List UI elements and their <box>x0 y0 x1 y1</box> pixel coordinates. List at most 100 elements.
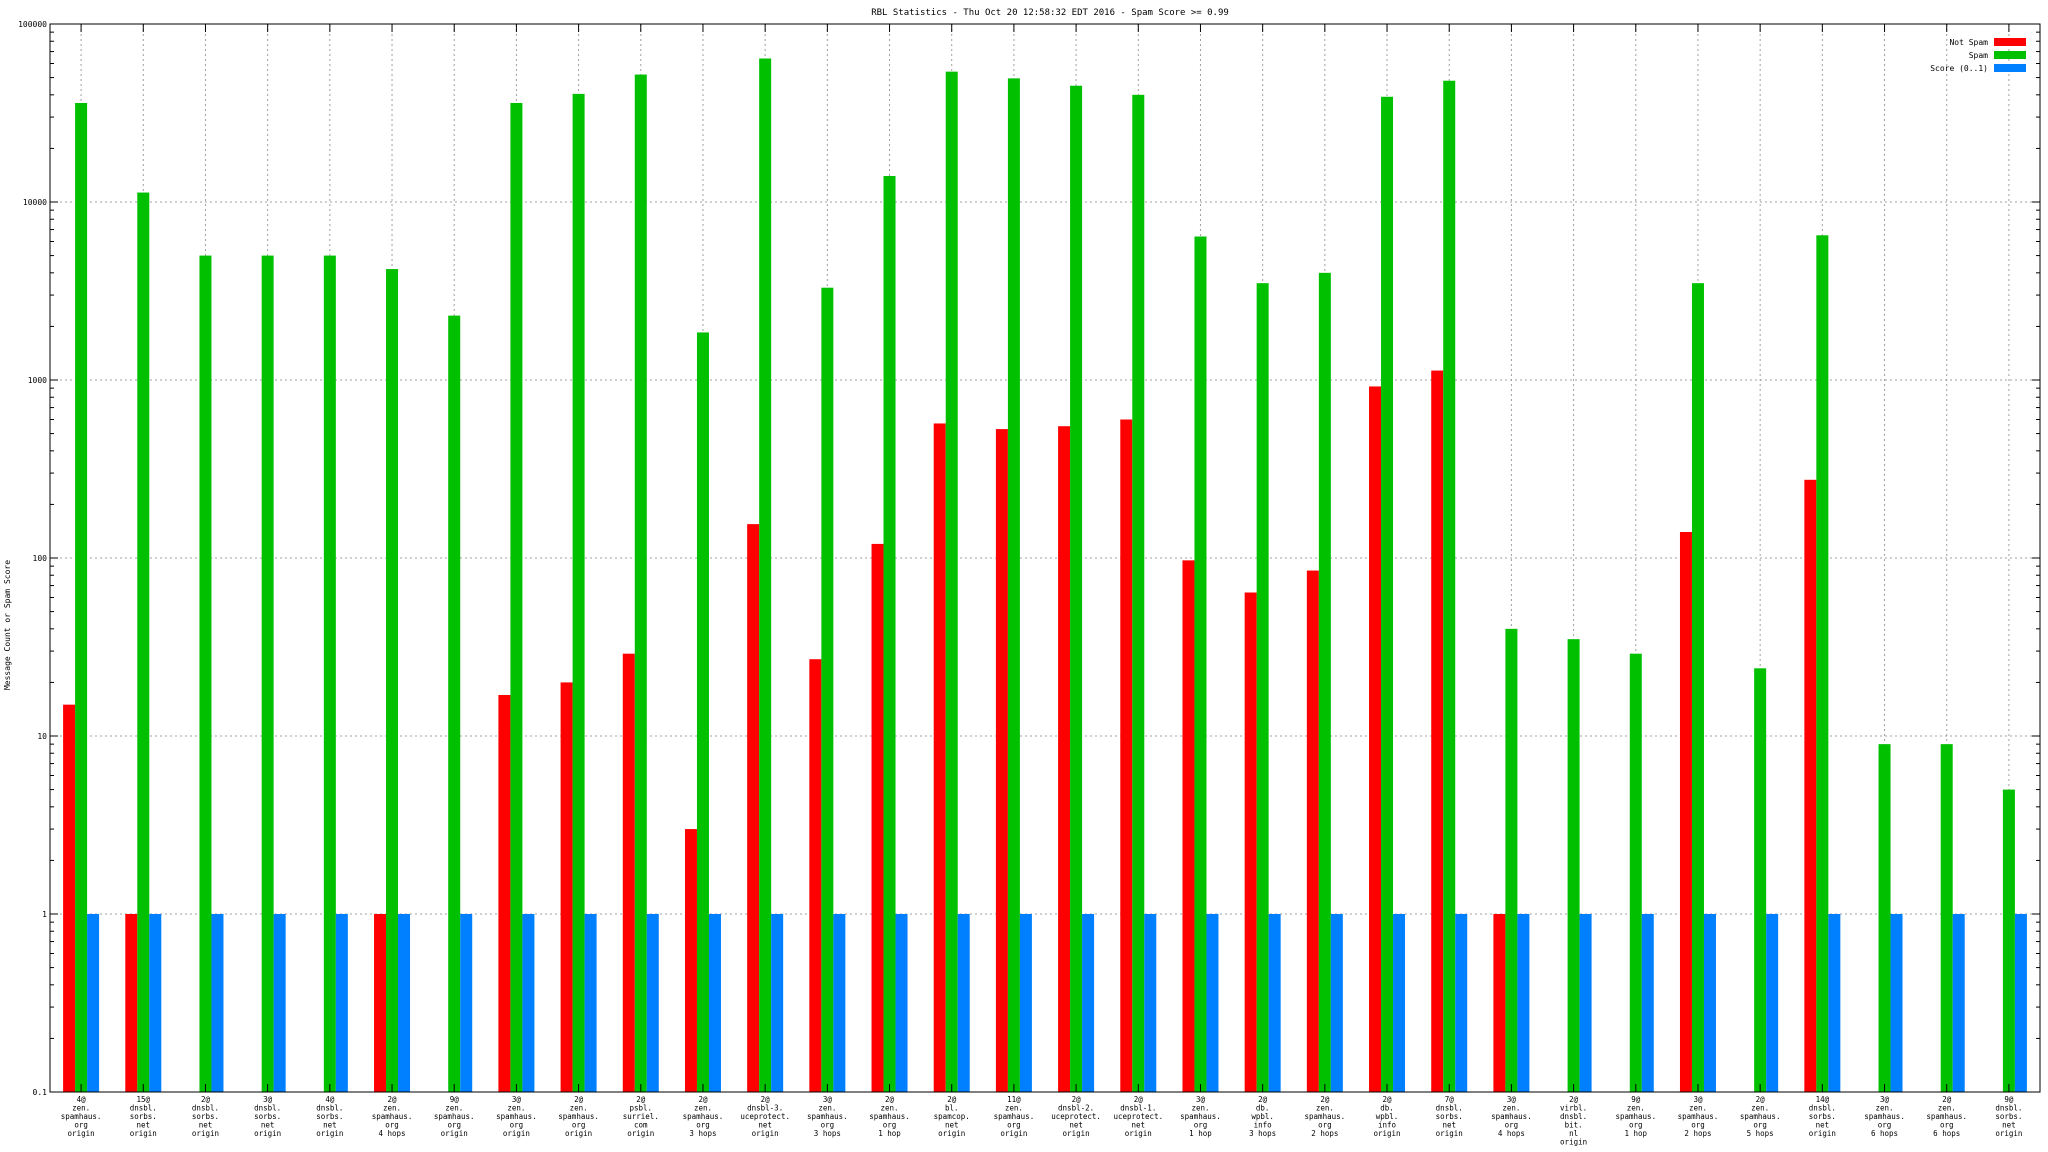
bar-score-0-1 <box>1144 914 1157 1092</box>
bar-score-0-1 <box>1766 914 1779 1092</box>
axis-layer: 100000 10000 1000 100 10 1 0.1 4@ zen. spamhaus. o… <box>18 20 2041 1147</box>
bar-spam <box>323 255 336 1092</box>
y-tick-label: 100 <box>33 554 48 563</box>
bar-not-spam <box>1306 570 1319 1092</box>
bar-score-0-1 <box>1579 914 1592 1092</box>
bar-not-spam <box>1244 592 1257 1092</box>
bar-not-spam <box>933 423 946 1092</box>
x-tick-label: 2@ psbl. surriel. com origin <box>623 1095 659 1138</box>
bar-spam <box>572 93 585 1093</box>
bar-score-0-1 <box>708 914 721 1092</box>
bar-score-0-1 <box>1268 914 1281 1092</box>
bar-not-spam <box>1182 560 1195 1092</box>
y-tick-label: 1000 <box>28 376 47 385</box>
bar-score-0-1 <box>1641 914 1654 1092</box>
bar-score-0-1 <box>1393 914 1406 1092</box>
bar-score-0-1 <box>273 914 286 1092</box>
bar-not-spam <box>1679 531 1692 1092</box>
bar-spam <box>1070 85 1083 1093</box>
legend-label: Spam <box>1969 51 1988 60</box>
bar-score-0-1 <box>149 914 162 1092</box>
bar-spam <box>1132 94 1145 1093</box>
x-tick-label: 2@ dnsbl-3. uceprotect. net origin <box>740 1095 790 1138</box>
bar-score-0-1 <box>1019 914 1032 1092</box>
bar-spam <box>1381 96 1394 1092</box>
bar-spam <box>759 58 772 1092</box>
bar-spam <box>1754 668 1767 1092</box>
bar-score-0-1 <box>1828 914 1841 1092</box>
x-tick-label: 9@ dnsbl. sorbs. net origin <box>1995 1095 2022 1138</box>
bar-score-0-1 <box>1082 914 1095 1092</box>
chart-title: RBL Statistics - Thu Oct 20 12:58:32 EDT… <box>871 8 1229 18</box>
x-tick-label: 15@ dnsbl. sorbs. net origin <box>130 1095 157 1138</box>
x-tick-label: 3@ zen. spamhaus. org 6 hops <box>1864 1095 1905 1138</box>
x-tick-label: 2@ zen. spamhaus. org 6 hops <box>1926 1095 1967 1138</box>
x-tick-label: 2@ virbl. dnsbl. bit. nl origin <box>1560 1095 1587 1147</box>
x-tick-label: 2@ zen. spamhaus. org 1 hop <box>869 1095 910 1138</box>
bar-not-spam <box>747 524 760 1092</box>
bar-score-0-1 <box>211 914 224 1092</box>
legend-label: Score (0..1) <box>1930 64 1988 73</box>
x-tick-label: 3@ zen. spamhaus. org 4 hops <box>1491 1095 1532 1138</box>
bar-not-spam <box>63 704 76 1092</box>
legend-swatch <box>1994 64 2026 72</box>
x-tick-label: 2@ db. wpbl. info 3 hops <box>1249 1095 1276 1138</box>
x-tick-label: 2@ zen. spamhaus. org 5 hops <box>1740 1095 1781 1138</box>
bar-not-spam <box>1431 370 1444 1093</box>
bar-score-0-1 <box>771 914 784 1092</box>
bar-spam <box>137 192 150 1093</box>
bar-score-0-1 <box>1703 914 1716 1092</box>
bar-not-spam <box>1058 426 1071 1092</box>
bar-spam <box>2002 789 2015 1092</box>
y-tick-label: 10000 <box>23 198 47 207</box>
x-tick-label: 11@ zen. spamhaus. org origin <box>994 1095 1035 1138</box>
plot-border <box>49 23 2041 1093</box>
bar-score-0-1 <box>895 914 908 1092</box>
x-tick-label: 14@ dnsbl. sorbs. net origin <box>1809 1095 1836 1138</box>
x-tick-label: 3@ zen. spamhaus. org origin <box>496 1095 537 1138</box>
bar-score-0-1 <box>522 914 535 1092</box>
y-axis-label: Message Count or Spam Score <box>3 560 12 690</box>
bar-spam <box>1629 653 1642 1092</box>
bar-spam <box>261 255 274 1092</box>
bar-spam <box>1443 80 1456 1092</box>
x-tick-label: 3@ zen. spamhaus. org 2 hops <box>1678 1095 1719 1138</box>
bar-spam <box>821 287 834 1092</box>
bar-spam <box>696 332 709 1092</box>
bar-not-spam <box>1804 479 1817 1092</box>
bar-not-spam <box>809 659 822 1092</box>
y-tick-label: 0.1 <box>33 1088 48 1097</box>
legend-label: Not Spam <box>1949 38 1988 47</box>
bar-spam <box>883 175 896 1093</box>
bar-spam <box>448 315 461 1093</box>
bar-spam <box>1940 744 1953 1092</box>
x-tick-label: 2@ zen. spamhaus. org 3 hops <box>683 1095 724 1138</box>
y-tick-label: 100000 <box>18 20 47 29</box>
bar-not-spam <box>1369 386 1382 1092</box>
bar-score-0-1 <box>398 914 411 1092</box>
bar-score-0-1 <box>1517 914 1530 1092</box>
x-tick-label: 3@ dnsbl. sorbs. net origin <box>254 1095 281 1138</box>
bar-not-spam <box>374 914 387 1092</box>
bar-score-0-1 <box>1455 914 1468 1092</box>
bar-spam <box>1505 628 1518 1092</box>
x-tick-label: 2@ dnsbl-1. uceprotect. net origin <box>1113 1095 1163 1138</box>
x-tick-label: 9@ zen. spamhaus. org origin <box>434 1095 475 1138</box>
legend-swatch <box>1994 38 2026 46</box>
x-tick-label: 3@ zen. spamhaus. org 1 hop <box>1180 1095 1221 1138</box>
bar-not-spam <box>498 694 511 1092</box>
bar-score-0-1 <box>2014 914 2027 1092</box>
x-tick-label: 4@ dnsbl. sorbs. net origin <box>316 1095 343 1138</box>
bar-score-0-1 <box>1330 914 1343 1092</box>
bar-spam <box>75 102 88 1093</box>
x-tick-label: 2@ db. wpbl. info origin <box>1373 1095 1400 1138</box>
bars-layer <box>63 58 2027 1093</box>
bar-not-spam <box>622 653 635 1092</box>
bar-spam <box>1878 744 1891 1092</box>
legend-swatch <box>1994 51 2026 59</box>
bar-not-spam <box>995 429 1008 1093</box>
bar-not-spam <box>1120 419 1133 1092</box>
bar-not-spam <box>1493 914 1506 1092</box>
bar-score-0-1 <box>957 914 970 1092</box>
